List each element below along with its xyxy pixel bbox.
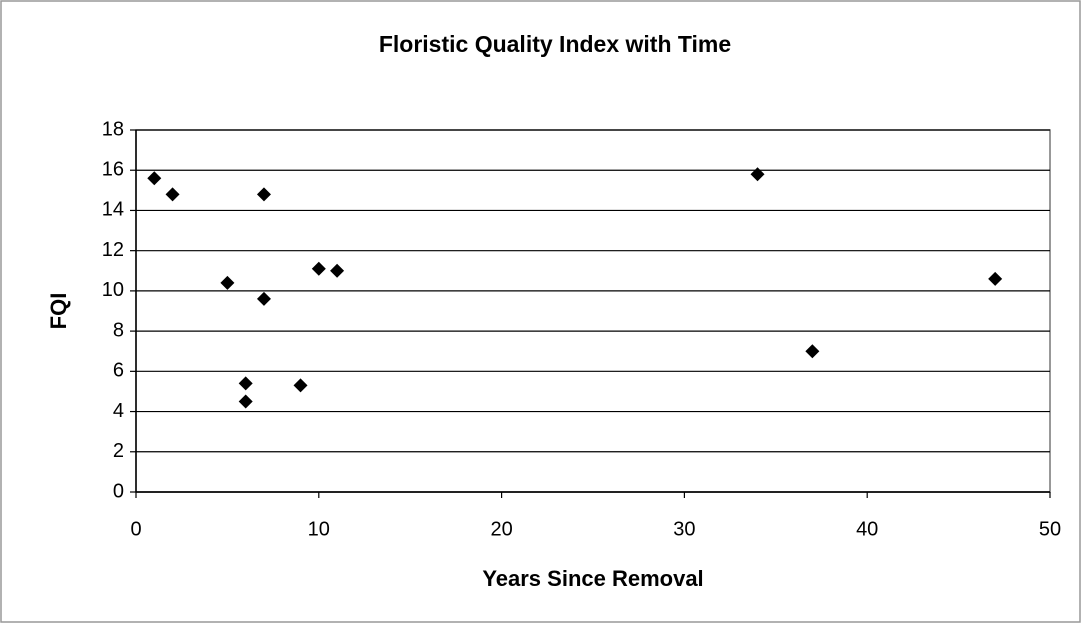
x-tick-label: 50 (1039, 518, 1061, 540)
point (311, 261, 326, 276)
y-tick-label: 10 (102, 279, 124, 301)
x-tick-label: 30 (673, 518, 695, 540)
point (238, 394, 253, 409)
point (165, 187, 180, 202)
point (220, 275, 235, 290)
y-tick-label: 18 (102, 118, 124, 140)
y-tick-label: 6 (113, 360, 124, 382)
plot-area (135, 129, 1051, 493)
y-tick-label: 0 (113, 480, 124, 502)
point (988, 271, 1003, 286)
x-tick-label: 20 (490, 518, 512, 540)
point (147, 171, 162, 186)
y-tick-label: 2 (113, 440, 124, 462)
y-tick-label: 16 (102, 159, 124, 181)
chart-title: Floristic Quality Index with Time (379, 31, 731, 57)
point (750, 167, 765, 182)
x-axis-label: Years Since Removal (482, 566, 703, 591)
y-axis-label: FQI (46, 293, 71, 330)
point (238, 376, 253, 391)
point (330, 263, 345, 278)
point (293, 378, 308, 393)
x-tick-label: 40 (856, 518, 878, 540)
point (256, 187, 271, 202)
x-tick-label: 0 (130, 518, 141, 540)
y-tick-label: 12 (102, 239, 124, 261)
point (256, 291, 271, 306)
x-tick-label: 10 (308, 518, 330, 540)
point (805, 344, 820, 359)
y-tick-label: 14 (102, 199, 124, 221)
y-tick-label: 8 (113, 319, 124, 341)
y-tick-label: 4 (113, 400, 124, 422)
